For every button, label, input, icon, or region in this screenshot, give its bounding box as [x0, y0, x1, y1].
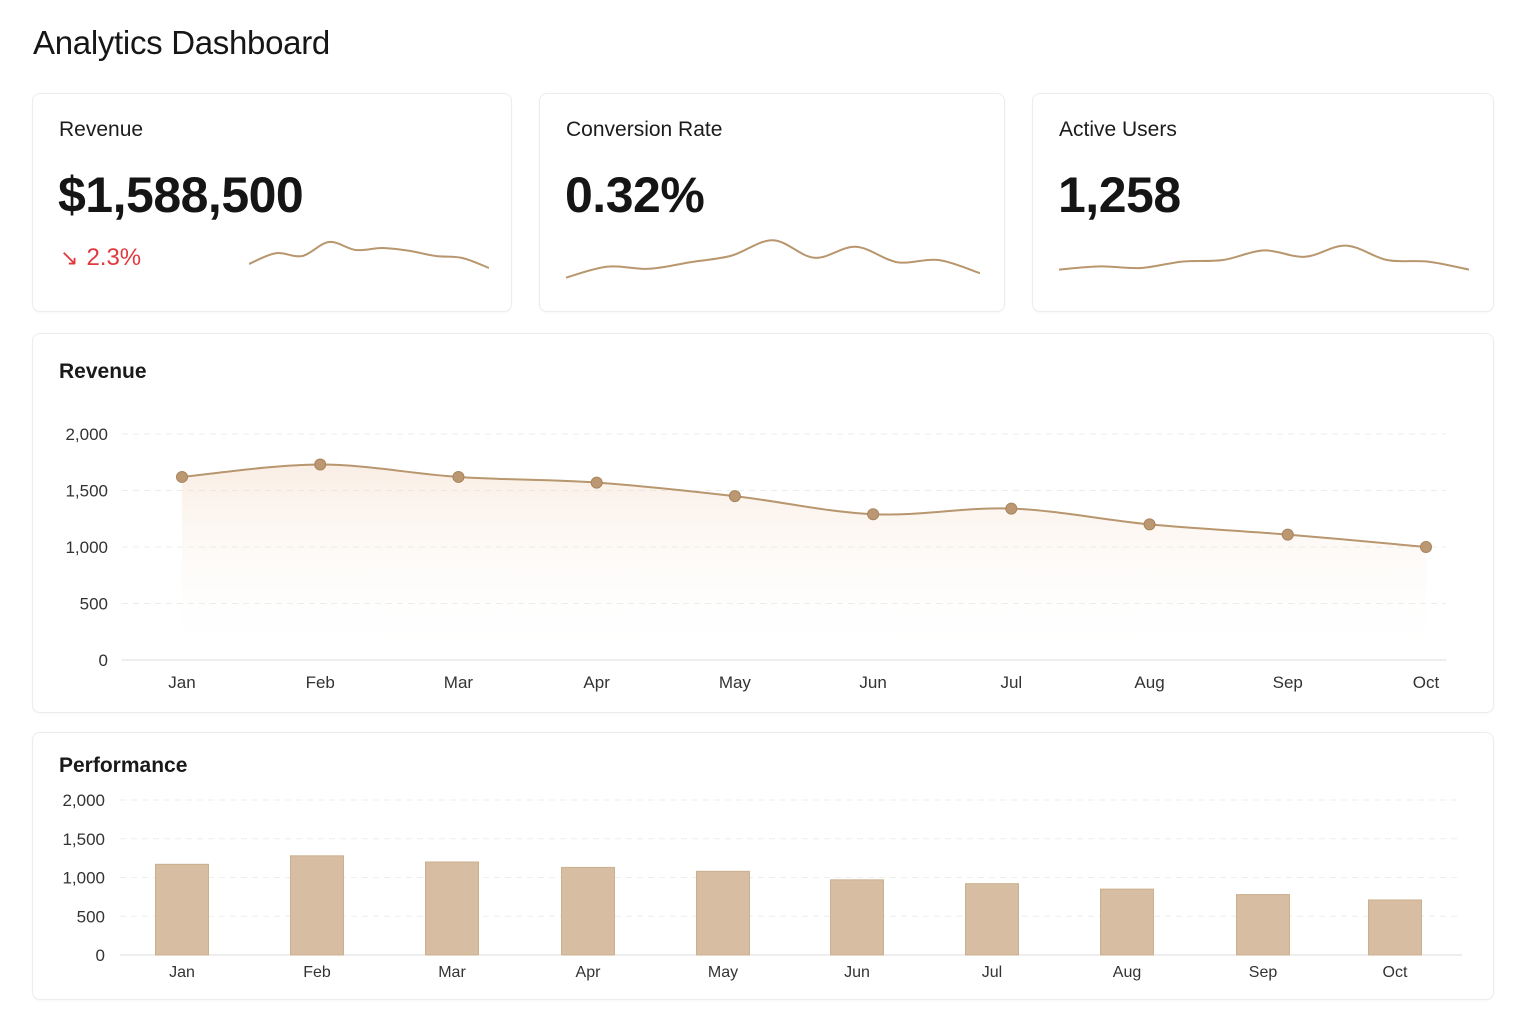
x-tick-label: May — [719, 673, 752, 692]
kpi-sparkline — [249, 240, 489, 269]
bar — [561, 866, 615, 956]
kpi-value: $1,588,500 — [58, 167, 304, 223]
data-point — [1420, 541, 1432, 553]
x-tick-label: Mar — [438, 964, 466, 981]
x-tick-label: Mar — [444, 673, 474, 692]
series-line — [181, 463, 1427, 548]
data-point — [176, 470, 188, 483]
x-tick-label: Apr — [576, 964, 602, 981]
y-tick-label: 500 — [80, 595, 108, 614]
bar — [830, 879, 884, 956]
bar — [965, 883, 1019, 956]
data-point — [314, 458, 327, 471]
bar — [290, 855, 344, 956]
sparkline-path — [249, 240, 489, 269]
panel-title: Revenue — [59, 360, 147, 383]
x-tick-label: Jan — [168, 673, 195, 692]
data-point — [590, 476, 603, 489]
kpi-label: Revenue — [59, 118, 144, 141]
kpi-delta: ↘ 2.3% — [60, 244, 141, 272]
y-tick-label: 1,000 — [62, 869, 105, 888]
x-tick-label: Aug — [1134, 673, 1164, 692]
x-tick-label: Feb — [303, 964, 331, 981]
bar — [1100, 888, 1154, 956]
data-point — [1281, 528, 1294, 541]
y-tick-label: 500 — [77, 907, 105, 926]
kpi-card-active-users[interactable]: Active Users 1,258 — [1032, 93, 1494, 312]
data-point — [1143, 518, 1156, 531]
data-point — [867, 508, 880, 521]
sparkline-path — [1059, 244, 1469, 271]
kpi-sparkline — [1059, 244, 1469, 271]
area-fill — [182, 464, 1426, 660]
kpi-delta-value: 2.3% — [86, 244, 142, 271]
data-point — [452, 470, 465, 483]
y-tick-label: 0 — [96, 946, 105, 965]
kpi-sparkline — [566, 239, 980, 279]
kpi-label: Conversion Rate — [566, 118, 723, 141]
kpi-label: Active Users — [1059, 118, 1177, 141]
y-tick-label: 2,000 — [65, 425, 108, 444]
bar — [1236, 894, 1290, 956]
kpi-value: 1,258 — [1058, 167, 1181, 223]
bar — [155, 863, 209, 956]
x-tick-label: Oct — [1413, 673, 1440, 692]
x-tick-label: Jul — [982, 964, 1002, 981]
x-tick-label: Jan — [169, 964, 195, 981]
kpi-card-revenue[interactable]: Revenue $1,588,500 ↘ 2.3% — [32, 93, 512, 312]
y-tick-label: 1,500 — [65, 482, 108, 501]
x-tick-label: Jun — [844, 964, 870, 981]
x-tick-label: Jun — [859, 673, 886, 692]
x-tick-label: Sep — [1249, 964, 1278, 981]
x-tick-label: Feb — [306, 673, 335, 692]
data-point — [728, 490, 741, 503]
page-title: Analytics Dashboard — [33, 24, 330, 61]
x-tick-label: May — [708, 964, 738, 981]
y-tick-label: 1,500 — [62, 830, 105, 849]
x-tick-label: Apr — [583, 673, 610, 692]
bar — [425, 861, 479, 956]
x-tick-label: Sep — [1273, 673, 1303, 692]
y-tick-label: 1,000 — [65, 538, 108, 557]
kpi-card-conversion-rate[interactable]: Conversion Rate 0.32% — [539, 93, 1005, 312]
x-tick-label: Aug — [1113, 964, 1141, 981]
panel-title: Performance — [59, 754, 188, 777]
kpi-value: 0.32% — [565, 167, 705, 223]
x-tick-label: Jul — [1000, 673, 1022, 692]
y-tick-label: 2,000 — [62, 791, 105, 810]
bar — [1368, 899, 1422, 956]
data-point — [1005, 502, 1018, 515]
bar — [696, 870, 750, 956]
arrow-down-right-icon: ↘ — [60, 245, 79, 270]
y-tick-label: 0 — [99, 651, 108, 670]
x-tick-label: Oct — [1383, 964, 1408, 981]
sparkline-path — [566, 239, 980, 279]
